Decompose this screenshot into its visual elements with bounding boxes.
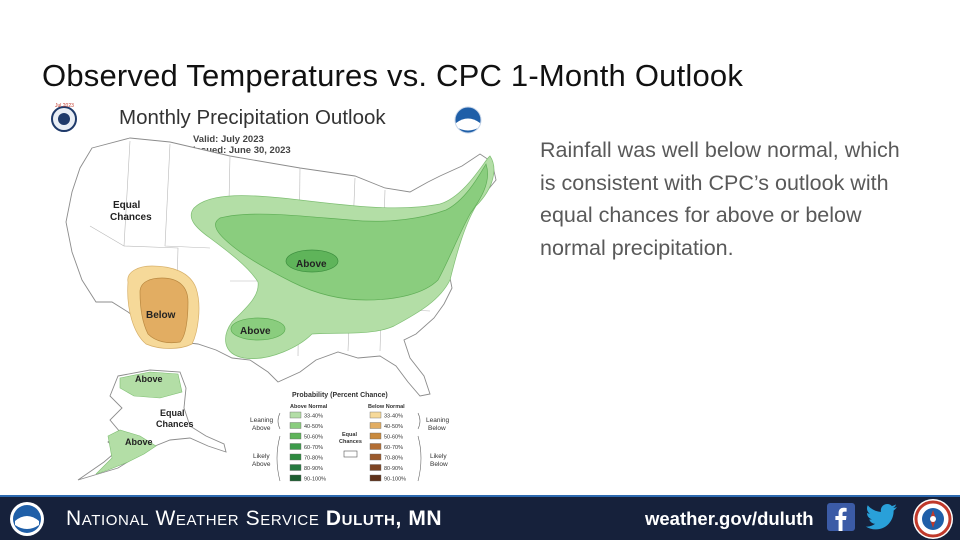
seal-label: Jul 2023 (55, 103, 74, 109)
legend-below-bin-label: 80-90% (384, 466, 403, 472)
equal-chances-label-2: Chances (110, 212, 152, 223)
legend-below-swatch (369, 411, 382, 419)
footer-accent (0, 495, 960, 497)
legend-above-swatch (289, 474, 302, 482)
alaska-equal-chances-label-2: Chances (156, 419, 194, 429)
above-southern-plains-label: Above (240, 326, 271, 337)
above-midwest-region (285, 249, 339, 273)
slide-title: Observed Temperatures vs. CPC 1-Month Ou… (42, 58, 744, 93)
alaska-above-south-region (95, 429, 157, 475)
map-title: Monthly Precipitation Outlook (119, 106, 386, 129)
legend-below-swatch (369, 443, 382, 450)
legend-below-header: Below Normal (368, 404, 405, 410)
equal-chances-label-1: Equal (113, 200, 140, 211)
legend-above-swatch (289, 453, 302, 461)
alaska-above-north-label: Above (135, 374, 163, 384)
below-normal-40-50-region (139, 277, 189, 344)
body-text: Rainfall was well below normal, which is… (540, 138, 900, 260)
footer-bar: National Weather Service Duluth, MN weat… (0, 497, 960, 540)
nws-seal-icon (913, 499, 953, 539)
legend-equal-swatch (343, 450, 358, 458)
issued-date: Issued: June 30, 2023 (193, 145, 291, 156)
legend-above-bin-label: 70-80% (304, 456, 323, 462)
legend-above-bin-label: 40-50% (304, 424, 323, 430)
alaska-above-south-label: Above (125, 437, 153, 447)
legend-below-bin-label: 33-40% (384, 414, 403, 420)
org-name: National Weather Service Duluth, MN (66, 507, 442, 531)
legend-leaning-below-2: Below (428, 425, 446, 432)
legend-below-swatches: 33-40% 40-50% 50-60% 60-70% 70-80% 80-90% 90-1… (369, 411, 406, 483)
legend-above-swatch (289, 422, 302, 429)
valid-date: Valid: July 2023 (193, 134, 264, 145)
legend-likely-above-2: Above (252, 461, 271, 468)
legend-above-swatches: 33-40% 40-50% 50-60% 60-70% 70-80% 80-90% 90-1… (289, 411, 326, 483)
legend-above-bin-label: 90-100% (304, 477, 326, 483)
legend-likely-above-1: Likely (253, 453, 270, 460)
legend-above-bin-label: 33-40% (304, 414, 323, 420)
legend-above-swatch (289, 411, 302, 419)
twitter-icon[interactable] (864, 503, 898, 531)
legend-title: Probability (Percent Chance) (292, 392, 388, 399)
legend-leaning-below-1: Leaning (426, 417, 450, 424)
alaska-equal-chances-label-1: Equal (160, 408, 185, 418)
facebook-icon[interactable] (827, 503, 855, 531)
legend-below-bin-label: 50-60% (384, 435, 403, 441)
legend-equal-label-1: Equal (342, 432, 357, 438)
legend-below-swatch (369, 464, 382, 471)
legend-below-swatch (369, 474, 382, 482)
legend-below-swatch (369, 432, 382, 440)
above-midwest-label: Above (296, 259, 327, 270)
legend-above-bin-label: 60-70% (304, 445, 323, 451)
legend-below-bin-label: 70-80% (384, 456, 403, 462)
precipitation-outlook-map: Jul 2023 Monthly Precipitation Outlook V… (51, 103, 497, 483)
legend-equal-label-2: Chances (339, 439, 362, 445)
legend-above-bin-label: 80-90% (304, 466, 323, 472)
legend-below-bin-label: 90-100% (384, 477, 406, 483)
alaska-above-north-region (119, 371, 183, 399)
cpc-seal-icon (51, 106, 77, 132)
legend-below-bin-label: 60-70% (384, 445, 403, 451)
legend-above-swatch (289, 443, 302, 450)
legend-likely-below-2: Below (430, 461, 448, 468)
above-southern-plains-region (230, 317, 286, 341)
noaa-footer-logo-icon (10, 502, 44, 536)
above-normal-40-50-region (215, 163, 488, 301)
legend: Probability (Percent Chance) Above Norma… (250, 392, 450, 483)
legend-below-swatch (369, 453, 382, 461)
below-southwest-label: Below (146, 310, 176, 321)
legend-above-swatch (289, 464, 302, 471)
org-office: Duluth, MN (325, 507, 443, 530)
legend-below-swatch (369, 422, 382, 429)
footer-url-link[interactable]: weather.gov/duluth (645, 508, 814, 529)
noaa-logo-icon (454, 106, 482, 134)
legend-leaning-above-2: Above (252, 425, 271, 432)
legend-leaning-above-1: Leaning (250, 417, 274, 424)
legend-above-bin-label: 50-60% (304, 435, 323, 441)
legend-above-swatch (289, 432, 302, 440)
legend-below-bin-label: 40-50% (384, 424, 403, 430)
legend-likely-below-1: Likely (430, 453, 447, 460)
legend-above-header: Above Normal (290, 404, 328, 410)
org-prefix: National Weather Service (66, 507, 320, 530)
